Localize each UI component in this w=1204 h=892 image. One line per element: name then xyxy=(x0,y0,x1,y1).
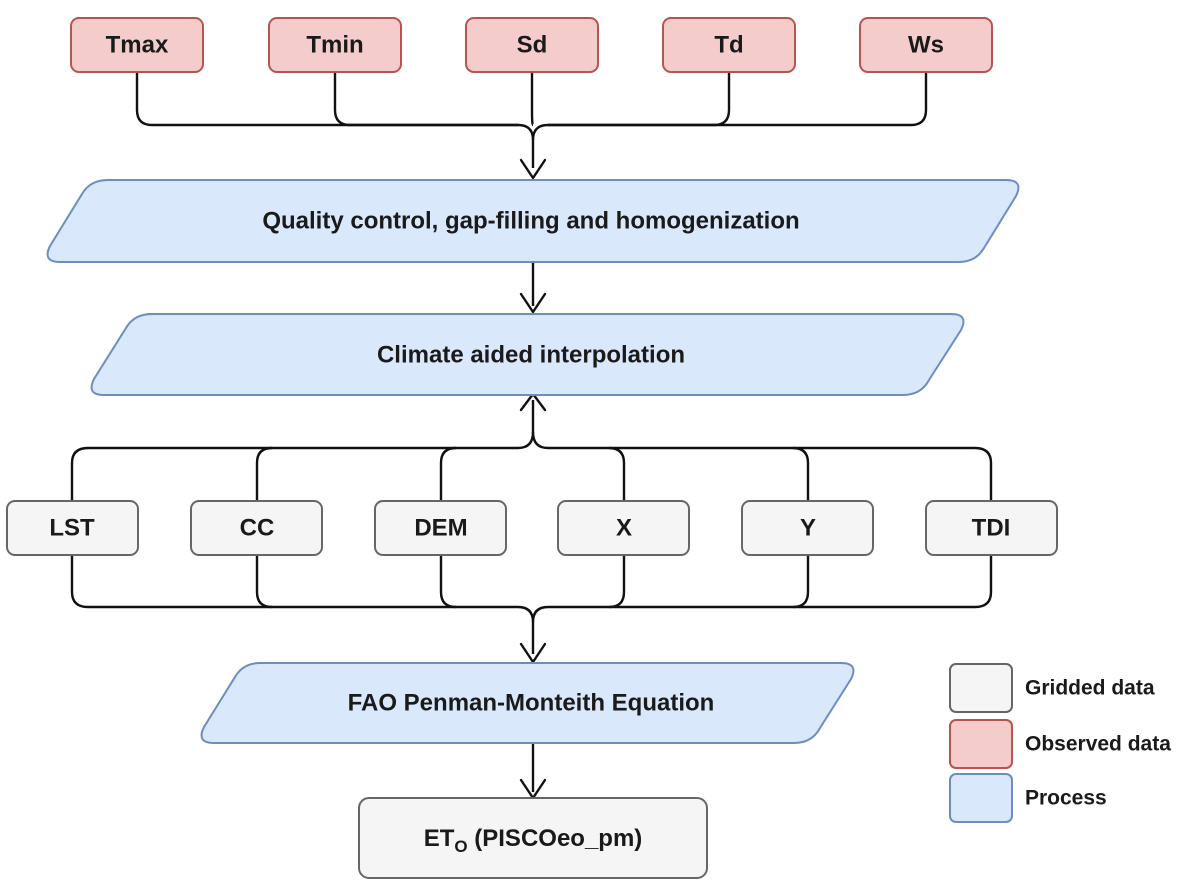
gridded-node: DEM xyxy=(374,500,507,556)
process-label: Quality control, gap-filling and homogen… xyxy=(262,208,799,235)
output-node: ETO (PISCOeo_pm) xyxy=(358,797,708,879)
process-interpolation: Climate aided interpolation xyxy=(90,313,965,396)
process-label: FAO Penman-Monteith Equation xyxy=(348,690,715,717)
gridded-node: LST xyxy=(6,500,139,556)
qc-to-interpolation-connector xyxy=(519,262,547,314)
gridded-node-label: LST xyxy=(49,515,95,542)
process-label: Climate aided interpolation xyxy=(377,342,685,369)
gridded-bottom-connectors xyxy=(70,555,993,664)
legend-item-process: Process xyxy=(949,773,1107,823)
process-quality-control: Quality control, gap-filling and homogen… xyxy=(46,179,1020,263)
observed-node-label: Ws xyxy=(908,32,944,59)
legend: Gridded data Observed data Process xyxy=(949,663,1171,823)
gridded-node-label: DEM xyxy=(414,515,467,542)
observed-node: Td xyxy=(662,17,796,73)
gridded-top-connectors xyxy=(70,392,993,500)
observed-node-label: Tmax xyxy=(106,32,169,59)
observed-node-label: Tmin xyxy=(306,32,363,59)
observed-connectors xyxy=(135,72,928,180)
observed-node: Sd xyxy=(465,17,599,73)
gridded-node-label: TDI xyxy=(972,515,1011,542)
gridded-node: Y xyxy=(741,500,874,556)
gridded-node-label: X xyxy=(616,515,632,542)
legend-label: Process xyxy=(1025,787,1107,810)
gridded-node-label: Y xyxy=(800,515,816,542)
observed-node: Tmax xyxy=(70,17,204,73)
observed-node: Ws xyxy=(859,17,993,73)
legend-swatch xyxy=(949,773,1013,823)
legend-label: Observed data xyxy=(1025,733,1171,756)
legend-swatch xyxy=(949,663,1013,713)
gridded-node: X xyxy=(557,500,690,556)
gridded-node: CC xyxy=(190,500,323,556)
legend-item-observed: Observed data xyxy=(949,719,1171,769)
process-penman-monteith: FAO Penman-Monteith Equation xyxy=(200,662,855,744)
output-label: ETO (PISCOeo_pm) xyxy=(424,825,643,856)
legend-swatch xyxy=(949,719,1013,769)
legend-label: Gridded data xyxy=(1025,677,1155,700)
pm-to-output-connector xyxy=(519,743,547,800)
gridded-node-label: CC xyxy=(240,515,275,542)
legend-item-gridded: Gridded data xyxy=(949,663,1155,713)
observed-node-label: Sd xyxy=(517,32,548,59)
observed-node-label: Td xyxy=(714,32,743,59)
gridded-node: TDI xyxy=(925,500,1058,556)
observed-node: Tmin xyxy=(268,17,402,73)
